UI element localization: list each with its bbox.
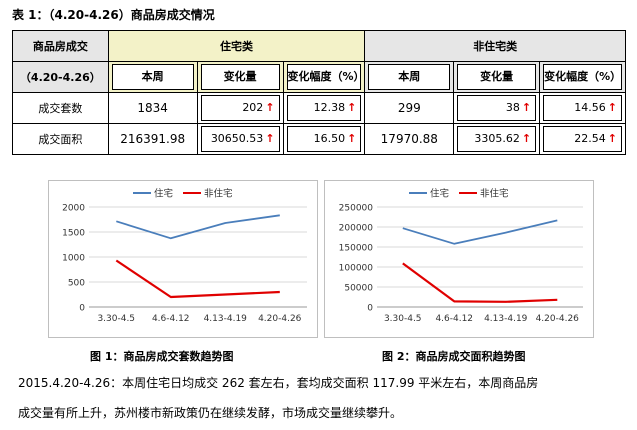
x-tick-label: 4.20-4.26 — [258, 314, 302, 324]
summary-line-1: 2015.4.20-4.26：本周住宅日均成交 262 套左右，套均成交面积 1… — [18, 376, 539, 390]
col-header-non-rate: 变化幅度（%） — [539, 61, 626, 93]
series-line — [402, 219, 558, 245]
col-header-res-week: 本周 — [107, 61, 198, 93]
col-header-res-change: 变化量 — [196, 61, 284, 93]
units-trend-chart-svg: 0 500 1000 1500 2000 3.30-4.5 4.6-4.12 4.13-4.1… — [62, 188, 307, 324]
up-arrow-icon: ↑ — [521, 101, 532, 114]
y-tick-label: 2000 — [62, 204, 85, 214]
area-trend-chart: 0 50000 100000 150000 200000 250000 3.30-4.5 4.… — [324, 180, 594, 338]
up-arrow-icon: ↑ — [265, 132, 275, 145]
legend-label: 住宅 — [430, 188, 449, 200]
col-header-res-rate: 变化幅度（%） — [282, 61, 366, 93]
cell-res-week: 216391.98 — [107, 123, 198, 155]
up-arrow-icon: ↑ — [265, 101, 275, 114]
series-line — [116, 214, 280, 240]
corner-header-bottom: （4.20-4.26） — [12, 61, 109, 93]
cell-res-week: 1834 — [107, 92, 198, 124]
table-row: 成交套数 1834 202 ↑ 12.38 ↑ 299 38 ↑ 14.56 ↑ — [12, 92, 626, 124]
y-tick-label: 250000 — [339, 204, 374, 214]
legend-label: 住宅 — [154, 188, 173, 200]
x-tick-label: 4.6-4.12 — [435, 314, 473, 324]
units-trend-chart: 0 500 1000 1500 2000 3.30-4.5 4.6-4.12 4.13-4.1… — [48, 180, 318, 338]
y-tick-label: 0 — [367, 304, 373, 314]
summary-line-2: 成交量有所上升，苏州楼市新政策仍在继续发酵，市场成交量继续攀升。 — [18, 406, 403, 420]
y-tick-label: 1000 — [62, 254, 85, 264]
x-tick-label: 4.20-4.26 — [536, 314, 580, 324]
legend-label: 非住宅 — [480, 188, 509, 200]
up-arrow-icon: ↑ — [347, 101, 357, 114]
x-tick-label: 4.13-4.19 — [484, 314, 528, 324]
y-tick-label: 1500 — [62, 229, 85, 239]
x-tick-label: 4.6-4.12 — [152, 314, 190, 324]
cell-non-rate: 22.54 ↑ — [539, 123, 626, 155]
series-line — [402, 262, 558, 303]
col-header-non-week: 本周 — [364, 61, 455, 93]
up-arrow-icon: ↑ — [607, 101, 617, 114]
table-title: 表 1：（4.20-4.26）商品房成交情况 — [12, 8, 215, 22]
row-label: 成交面积 — [12, 123, 109, 155]
y-tick-label: 0 — [79, 304, 85, 314]
series-line — [115, 259, 280, 299]
col-header-non-change: 变化量 — [453, 61, 541, 93]
up-arrow-icon: ↑ — [607, 132, 617, 145]
y-tick-label: 200000 — [339, 224, 374, 234]
table-row: 成交面积 216391.98 30650.53 ↑ 16.50 ↑ 17970.88… — [12, 123, 626, 155]
transaction-table: 商品房成交 住宅类 非住宅类 （4.20-4.26） 本周 变化量 变化幅度（%… — [12, 30, 626, 155]
cell-res-change: 30650.53 ↑ — [196, 123, 284, 155]
x-tick-label: 4.13-4.19 — [204, 314, 248, 324]
y-tick-label: 500 — [68, 279, 85, 289]
cell-non-week: 299 — [364, 92, 455, 124]
cell-res-change: 202 ↑ — [196, 92, 284, 124]
cell-non-change: 38 ↑ — [453, 92, 541, 124]
area-trend-chart-svg: 0 50000 100000 150000 200000 250000 3.30-4.5 4.… — [339, 188, 583, 324]
figure-2-caption: 图 2：商品房成交面积趋势图 — [382, 350, 526, 363]
y-tick-label: 100000 — [339, 264, 374, 274]
y-tick-label: 150000 — [339, 244, 374, 254]
corner-header-top: 商品房成交 — [12, 30, 109, 62]
cell-non-week: 17970.88 — [364, 123, 455, 155]
group-header-residential: 住宅类 — [107, 30, 366, 62]
legend-label: 非住宅 — [204, 188, 233, 200]
y-tick-label: 50000 — [344, 284, 373, 294]
x-tick-label: 3.30-4.5 — [97, 314, 135, 324]
figure-1-caption: 图 1：商品房成交套数趋势图 — [90, 350, 234, 363]
cell-res-rate: 12.38 ↑ — [282, 92, 366, 124]
cell-non-change: 3305.62 ↑ — [453, 123, 541, 155]
group-header-nonresidential: 非住宅类 — [364, 30, 626, 62]
cell-res-rate: 16.50 ↑ — [282, 123, 366, 155]
cell-non-rate: 14.56 ↑ — [539, 92, 626, 124]
up-arrow-icon: ↑ — [347, 132, 357, 145]
up-arrow-icon: ↑ — [521, 132, 532, 145]
x-tick-label: 3.30-4.5 — [384, 314, 422, 324]
row-label: 成交套数 — [12, 92, 109, 124]
